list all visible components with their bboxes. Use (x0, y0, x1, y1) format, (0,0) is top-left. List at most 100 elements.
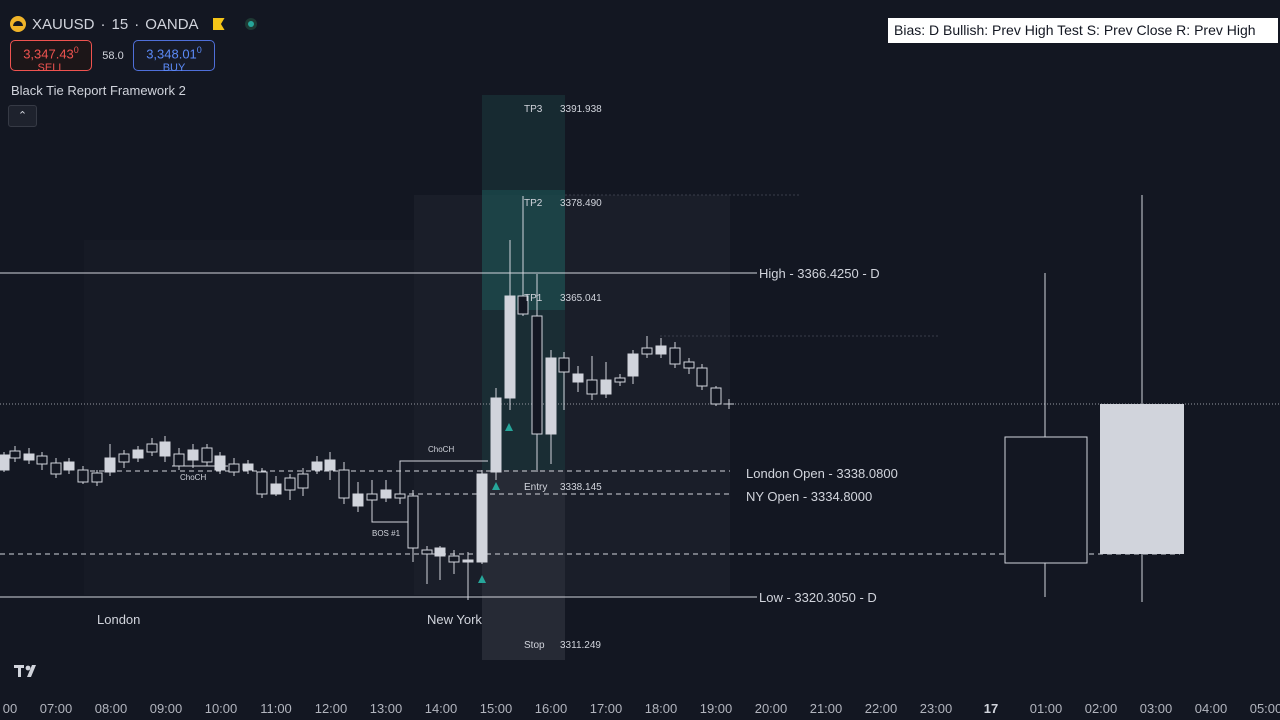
candle-body[interactable] (696, 367, 708, 387)
newyork-session-label: New York (427, 612, 482, 627)
flag-icon[interactable] (212, 18, 225, 30)
candle-body[interactable] (352, 493, 364, 507)
time-axis[interactable]: 00 07:00 08:00 09:00 10:00 11:00 12:00 13:00 14:… (0, 692, 1280, 720)
candle-body[interactable] (132, 449, 144, 459)
candle-body[interactable] (683, 361, 695, 369)
candle-body[interactable] (228, 463, 240, 473)
stop-label: Stop (524, 640, 545, 651)
candle-body[interactable] (476, 473, 488, 563)
buy-signal-marker (505, 423, 513, 431)
time-axis-label: 20:00 (754, 701, 788, 716)
sell-label: SELL (37, 62, 65, 75)
candle-body[interactable] (434, 547, 446, 557)
candle-body[interactable] (214, 455, 226, 471)
candle-body[interactable] (118, 453, 130, 463)
candle-body[interactable] (421, 549, 433, 555)
candle-body[interactable] (338, 469, 350, 499)
candle-body[interactable] (614, 377, 626, 383)
time-axis-label: 18:00 (644, 701, 678, 716)
candle-body[interactable] (600, 379, 612, 395)
candle-body[interactable] (104, 457, 116, 473)
market-status-icon (244, 18, 257, 30)
time-axis-label: 17:00 (589, 701, 623, 716)
candle-body[interactable] (448, 555, 460, 563)
choch-lower-label: ChoCH (180, 473, 207, 482)
time-axis-label: 13:00 (369, 701, 403, 716)
candle-body[interactable] (586, 379, 598, 395)
candle-body[interactable] (91, 472, 103, 483)
candle-body[interactable] (558, 357, 570, 373)
candle-body[interactable] (572, 373, 584, 383)
candle-body[interactable] (394, 493, 406, 499)
candle-body[interactable] (284, 477, 296, 491)
candle-body[interactable] (545, 357, 557, 435)
candle-body[interactable] (23, 453, 35, 461)
candle-body[interactable] (504, 295, 516, 399)
time-axis-label: 22:00 (864, 701, 898, 716)
buy-button[interactable]: 3,348.010 BUY (133, 40, 215, 74)
time-axis-label: 07:00 (39, 701, 73, 716)
candle-body[interactable] (187, 449, 199, 461)
candle-body[interactable] (36, 455, 48, 465)
bias-table: Bias: D Bullish: Prev High Test S: Prev … (888, 18, 1278, 43)
candle-body[interactable] (641, 347, 653, 355)
time-axis-label: 08:00 (94, 701, 128, 716)
time-axis-label: 19:00 (699, 701, 733, 716)
time-axis-label: 04:00 (1194, 701, 1228, 716)
candle-body[interactable] (710, 387, 722, 405)
candle-body[interactable] (324, 459, 336, 471)
candle-body[interactable] (297, 473, 309, 489)
collapse-button[interactable]: ⌃ (8, 105, 37, 127)
candle-body[interactable] (50, 462, 62, 475)
candle-body[interactable] (655, 345, 667, 355)
tp1-label: TP1 (524, 293, 543, 304)
candle-body[interactable] (146, 443, 158, 453)
tp1-price: 3365.041 (560, 293, 602, 304)
interval[interactable]: 15 (111, 15, 129, 33)
newyork-session-zone (414, 195, 730, 595)
candle-body[interactable] (490, 397, 502, 473)
candle-body[interactable] (0, 454, 10, 471)
symbol-header[interactable]: XAUUSD · 15 · OANDA (10, 14, 257, 34)
london-session-label: London (97, 612, 141, 627)
candle-body[interactable] (531, 315, 543, 435)
candle-body[interactable] (462, 559, 474, 563)
time-axis-label: 01:00 (1029, 701, 1063, 716)
candle-body[interactable] (311, 461, 323, 471)
indicator-title[interactable]: Black Tie Report Framework 2 (11, 83, 186, 98)
separator: · (100, 15, 106, 33)
candle-body[interactable] (173, 453, 185, 467)
buy-price: 3,348.01 (146, 46, 197, 62)
tp3-price: 3391.938 (560, 104, 602, 115)
candle-body[interactable] (77, 469, 89, 483)
candle-body[interactable] (407, 495, 419, 549)
spread-value: 58.0 (102, 50, 124, 62)
stop-price: 3311.249 (560, 640, 601, 651)
buy-price-sup: 0 (196, 45, 202, 55)
sell-price: 3,347.43 (23, 46, 74, 62)
buy-label: BUY (162, 62, 186, 75)
candle-body[interactable] (201, 447, 213, 463)
candle-body[interactable] (9, 450, 21, 459)
candle-body[interactable] (256, 471, 268, 495)
symbol-name[interactable]: XAUUSD (32, 15, 95, 33)
candle-body[interactable] (63, 461, 75, 471)
bos-label: BOS #1 (372, 529, 401, 538)
time-axis-label: 00 (2, 701, 18, 716)
time-axis-label: 11:00 (260, 701, 292, 716)
time-axis-label: 02:00 (1084, 701, 1118, 716)
candle-body[interactable] (627, 353, 639, 377)
buy-signal-marker (478, 575, 486, 583)
candle-body[interactable] (242, 463, 254, 471)
candle-body[interactable] (669, 347, 681, 365)
price-chart[interactable] (0, 0, 1280, 692)
candle-body[interactable] (517, 295, 529, 315)
sell-button[interactable]: 3,347.430 SELL (10, 40, 92, 74)
tradingview-logo[interactable] (14, 663, 44, 684)
candle-body[interactable] (270, 483, 282, 495)
candle-body[interactable] (159, 441, 171, 457)
tp2-price: 3378.490 (560, 198, 602, 209)
candle-body[interactable] (366, 493, 378, 501)
candle-body[interactable] (380, 489, 392, 499)
